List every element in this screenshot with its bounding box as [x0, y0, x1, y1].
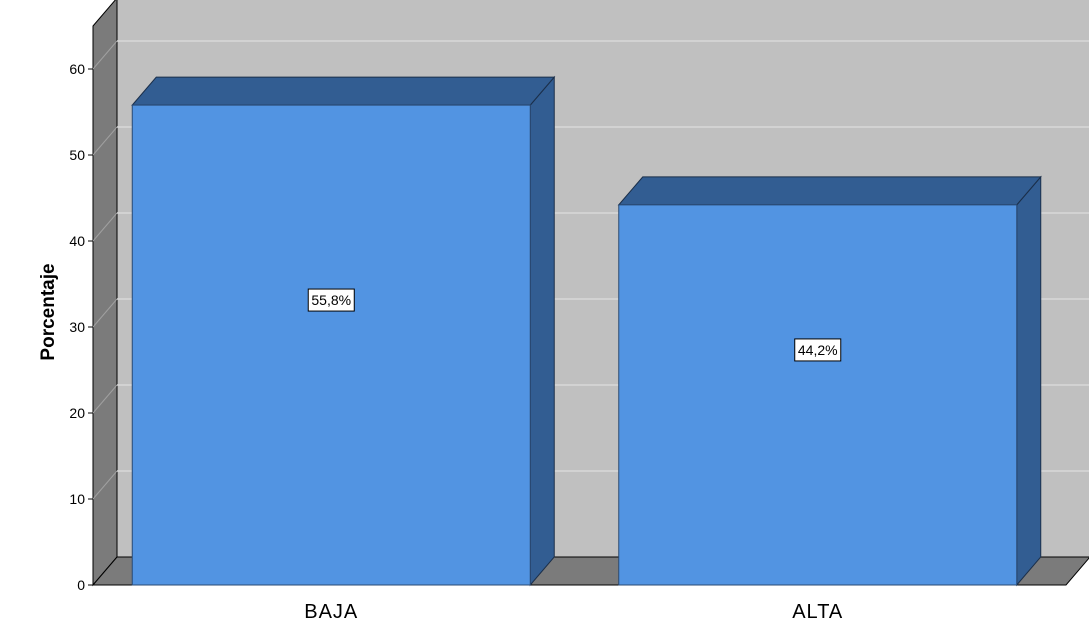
y-tick-label: 50: [69, 147, 85, 163]
bar-front-face: [131, 104, 531, 586]
side-wall-gridline: [92, 384, 118, 414]
y-tick-label: 20: [69, 405, 85, 421]
data-label-text: 44,2%: [798, 342, 838, 358]
y-tick-label: 40: [69, 233, 85, 249]
y-tick-label: 10: [69, 491, 85, 507]
side-wall-gridline: [92, 470, 118, 500]
data-label: 44,2%: [794, 338, 842, 362]
bar-top-face: [617, 176, 1042, 206]
y-tick-label: 60: [69, 61, 85, 77]
side-wall: [92, 0, 118, 587]
bar-baja: [131, 75, 556, 587]
bar-alta: [617, 175, 1042, 587]
side-wall-gridline: [92, 126, 118, 156]
y-tick-label: 30: [69, 319, 85, 335]
data-label-box: [794, 338, 842, 362]
y-axis-label: Porcentaje: [38, 263, 59, 360]
bar-top-face: [131, 76, 556, 106]
data-label-text: 55,8%: [311, 292, 351, 308]
bar-side-face: [529, 75, 555, 587]
side-wall-gridline: [92, 40, 118, 70]
bar-side-face: [1016, 175, 1042, 587]
x-category-label: BAJA: [304, 601, 358, 623]
x-category-label: ALTA: [792, 601, 843, 623]
bar-front-face: [618, 204, 1018, 586]
data-label: 55,8%: [307, 288, 355, 312]
data-label-box: [307, 288, 355, 312]
side-wall-gridline: [92, 212, 118, 242]
side-wall-gridline: [92, 298, 118, 328]
y-tick-label: 0: [77, 577, 85, 593]
